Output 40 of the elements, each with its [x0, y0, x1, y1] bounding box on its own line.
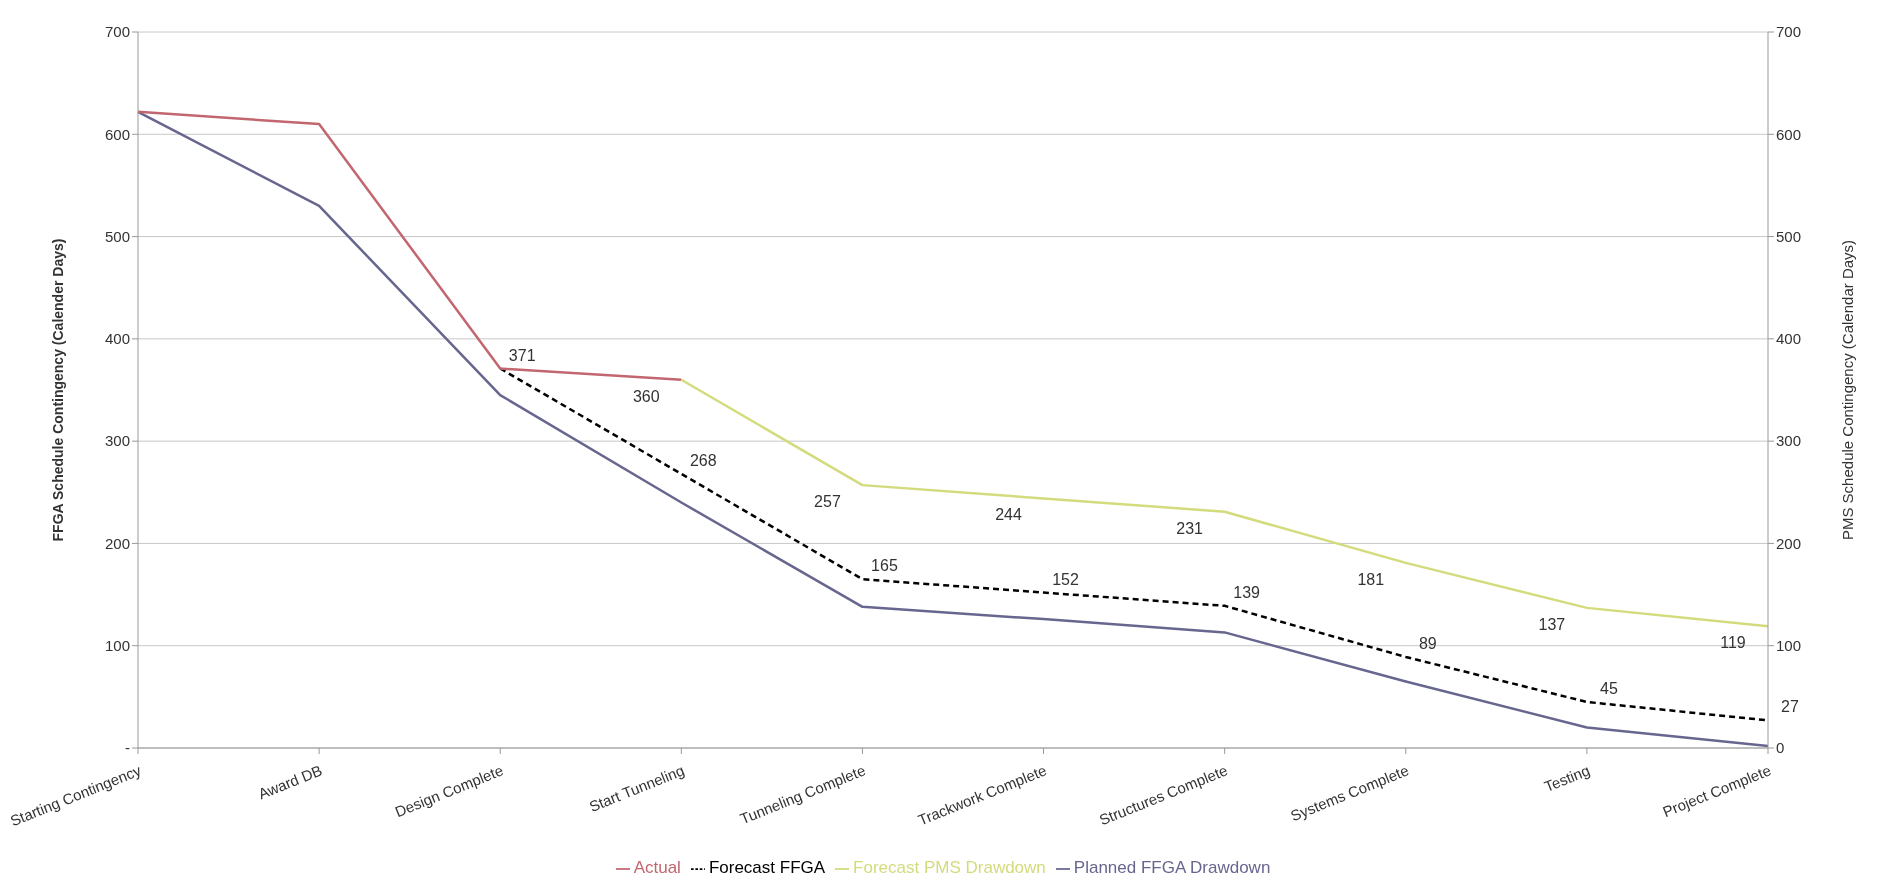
- y2-tick-label: 400: [1776, 330, 1802, 348]
- y2-tick-label: 700: [1776, 23, 1802, 41]
- y2-tick-label: 100: [1776, 637, 1802, 655]
- y-tick-label: 300: [104, 432, 130, 450]
- y2-tick-label: 200: [1776, 534, 1802, 552]
- data-label: 165: [871, 557, 898, 575]
- y2-axis-title: PMS Schedule Contingency (Calendar Days): [1839, 239, 1857, 541]
- y-tick-label: 600: [104, 125, 130, 143]
- legend-label: Forecast FFGA: [708, 858, 826, 877]
- x-tick-label: Testing: [1541, 761, 1593, 795]
- y-tick-label: 500: [104, 227, 130, 245]
- data-label: 152: [1052, 570, 1079, 588]
- legend-label: Forecast PMS Drawdown: [853, 858, 1046, 877]
- data-label: 360: [632, 387, 660, 405]
- data-label: 268: [689, 451, 717, 469]
- data-label: 231: [1176, 519, 1204, 537]
- y-tick-label: 100: [104, 637, 130, 655]
- y2-tick-label: 300: [1776, 432, 1802, 450]
- legend-label: Planned FFGA Drawdown: [1073, 858, 1271, 877]
- data-label: 137: [1538, 615, 1566, 633]
- y-tick-label: -: [125, 739, 130, 757]
- data-label: 27: [1781, 698, 1799, 716]
- legend-label: Actual: [633, 858, 681, 877]
- data-label: 257: [814, 493, 841, 511]
- y-tick-label: 200: [104, 534, 130, 552]
- y-tick-label: 400: [104, 330, 130, 348]
- data-label: 181: [1357, 570, 1385, 588]
- data-label: 139: [1233, 583, 1261, 601]
- line-series: [680, 378, 1770, 628]
- data-label: 89: [1418, 634, 1437, 652]
- y2-tick-label: 500: [1776, 227, 1802, 245]
- y-tick-label: 700: [104, 23, 130, 41]
- y2-tick-label: 600: [1776, 125, 1802, 143]
- line-series: [136, 110, 683, 382]
- data-label: 45: [1599, 679, 1618, 697]
- y2-tick-label: 0: [1776, 739, 1785, 757]
- data-label: 119: [1720, 634, 1746, 652]
- data-label: 371: [508, 346, 536, 364]
- y-axis-title: FFGA Schedule Contingency (Calender Days): [49, 238, 66, 542]
- data-label: 244: [995, 506, 1022, 524]
